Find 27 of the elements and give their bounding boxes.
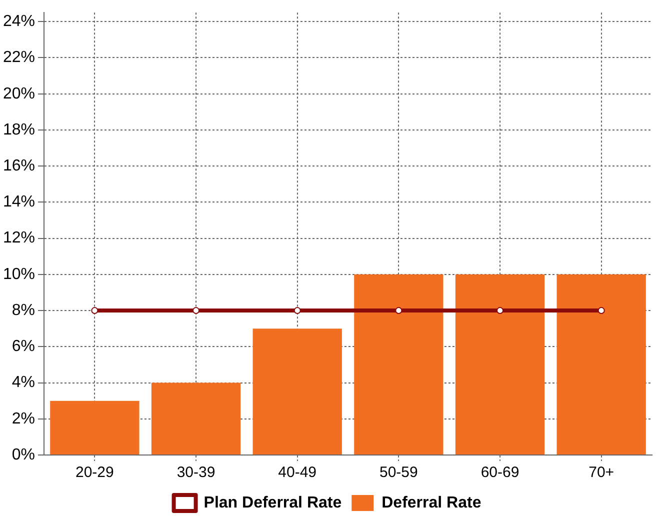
y-tick-label: 6% <box>12 338 36 356</box>
x-tick-label: 70+ <box>588 464 614 482</box>
y-tick-label: 18% <box>2 121 36 138</box>
legend-label: Plan Deferral Rate <box>204 494 342 512</box>
bar <box>151 382 241 454</box>
y-tick-label: 10% <box>2 266 36 283</box>
x-tick-label: 50-59 <box>379 464 418 482</box>
y-tick-label: 0% <box>12 446 36 464</box>
y-tick-label: 12% <box>2 230 36 247</box>
y-tick-label: 24% <box>2 13 36 30</box>
bar <box>252 328 342 454</box>
bar <box>455 274 545 454</box>
x-tick-label: 20-29 <box>76 464 114 482</box>
legend-label: Deferral Rate <box>382 494 482 512</box>
x-tick-label: 40-49 <box>278 464 317 482</box>
bar <box>556 274 646 454</box>
y-tick-label: 14% <box>2 194 36 211</box>
y-tick-label: 20% <box>2 85 36 102</box>
x-tick-label: 60-69 <box>480 464 520 482</box>
x-tick-label: 30-39 <box>176 464 216 482</box>
y-tick-label: 2% <box>12 410 36 428</box>
y-tick-label: 22% <box>2 49 36 66</box>
bar <box>50 400 140 454</box>
bar <box>354 274 444 454</box>
y-tick-label: 8% <box>12 302 36 319</box>
y-tick-label: 4% <box>12 374 36 392</box>
y-tick-label: 16% <box>2 157 36 174</box>
